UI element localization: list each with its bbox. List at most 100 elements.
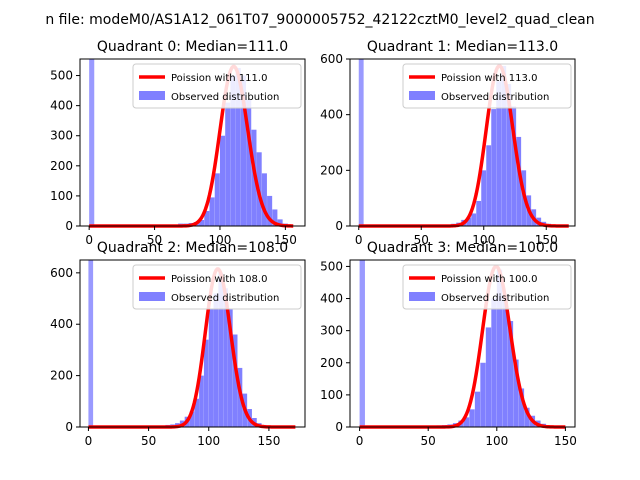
legend-bar-swatch <box>409 91 435 100</box>
histogram-bar <box>208 308 214 427</box>
legend-label-poisson: Poission with 108.0 <box>171 274 267 285</box>
y-tick-label: 100 <box>320 388 343 402</box>
histogram-bar <box>463 417 470 427</box>
histogram-bar <box>358 59 364 226</box>
histogram-bar <box>359 260 365 427</box>
histogram-bar <box>199 219 205 226</box>
y-tick-label: 300 <box>320 324 343 338</box>
legend-box <box>132 63 302 109</box>
y-tick-label: 300 <box>50 129 73 143</box>
y-tick-label: 0 <box>335 420 343 434</box>
x-tick-label: 0 <box>85 434 93 448</box>
x-tick-label: 100 <box>197 434 220 448</box>
legend-label-observed: Observed distribution <box>171 92 279 103</box>
y-tick-label: 200 <box>50 159 73 173</box>
panel-title: Quadrant 1: Median=113.0 <box>367 39 558 55</box>
x-tick-label: 100 <box>485 434 508 448</box>
legend-label-observed: Observed distribution <box>441 92 549 103</box>
histogram-bar <box>203 339 209 427</box>
histogram-bar <box>491 109 497 226</box>
histogram-bar <box>235 68 241 226</box>
x-tick-label: 0 <box>355 233 363 247</box>
histogram-bar <box>199 375 204 427</box>
histogram-bar <box>507 321 514 427</box>
y-tick-label: 200 <box>50 369 73 383</box>
panel-quadrant-3: Quadrant 3: Median=100.0 0 50 100 150 0 100 200… <box>320 240 577 448</box>
x-tick-label: 150 <box>274 233 297 247</box>
histogram-bar <box>214 173 220 226</box>
histogram-bar <box>496 269 503 427</box>
legend-bar-swatch <box>139 292 165 301</box>
histogram-bar <box>204 210 210 226</box>
histogram-bar <box>209 197 215 226</box>
histogram-bar <box>480 362 486 427</box>
histogram-bar <box>89 59 95 226</box>
histogram-bar <box>189 411 195 427</box>
panel-quadrant-2: Quadrant 2: Median=108.0 0 50 100 150 0 200 400… <box>50 240 306 448</box>
legend-label-poisson: Poission with 100.0 <box>441 274 537 285</box>
y-tick-label: 100 <box>50 189 73 203</box>
histogram-bar <box>272 209 278 226</box>
legend-label-observed: Observed distribution <box>441 293 549 304</box>
histogram-bar <box>518 388 525 427</box>
histogram-bar <box>502 295 508 427</box>
histogram-bar <box>227 308 233 427</box>
histogram-bar <box>261 173 267 226</box>
histogram-bar <box>267 195 273 226</box>
x-tick-label: 150 <box>257 434 280 448</box>
panel-quadrant-1: Quadrant 1: Median=113.0 0 50 100 150 0 200 400… <box>320 39 576 247</box>
y-tick-label: 0 <box>65 420 73 434</box>
histogram-bar <box>485 327 492 427</box>
histogram-bar <box>513 359 519 427</box>
histogram-bar <box>194 398 199 427</box>
y-tick-label: 500 <box>50 69 73 83</box>
histogram-bar <box>506 84 512 226</box>
y-tick-label: 600 <box>320 52 343 66</box>
histogram-bar <box>491 298 497 427</box>
panel-quadrant-0: Quadrant 0: Median=111.0 0 50 100 150 0 100 200… <box>50 39 306 247</box>
legend: Poission with 108.0 Observed distribution <box>132 264 302 310</box>
legend-bar-swatch <box>139 91 165 100</box>
panel-title: Quadrant 0: Median=111.0 <box>97 39 288 55</box>
legend-box <box>132 264 302 310</box>
x-tick-label: 100 <box>209 233 232 247</box>
x-tick-label: 50 <box>147 233 162 247</box>
y-tick-label: 0 <box>65 219 73 233</box>
histogram-bar <box>213 293 219 427</box>
x-tick-label: 50 <box>141 434 156 448</box>
histogram-bar <box>474 391 481 427</box>
y-tick-label: 200 <box>320 356 343 370</box>
legend-label-poisson: Poission with 113.0 <box>441 73 537 84</box>
histogram-bar <box>501 65 507 226</box>
legend: Poission with 100.0 Observed distribution <box>402 264 572 310</box>
histogram-bar <box>232 334 238 427</box>
x-tick-label: 0 <box>356 434 364 448</box>
legend-box <box>402 63 572 109</box>
histogram-bar <box>230 75 236 226</box>
axes-frame <box>349 58 576 227</box>
histogram-bar <box>218 272 224 427</box>
histogram-bar <box>471 213 477 226</box>
y-tick-label: 400 <box>320 292 343 306</box>
legend: Poission with 113.0 Observed distribution <box>402 63 572 109</box>
y-tick-label: 600 <box>50 266 73 280</box>
legend-label-observed: Observed distribution <box>171 293 279 304</box>
histogram-bar <box>240 75 247 226</box>
histogram-bar <box>496 81 502 227</box>
legend-bar-swatch <box>409 292 435 301</box>
histogram-bar <box>476 200 482 226</box>
histogram-bar <box>469 409 475 427</box>
histogram-bar <box>524 407 530 427</box>
x-tick-label: 100 <box>472 233 495 247</box>
y-tick-label: 0 <box>335 219 343 233</box>
histogram-bar <box>511 106 517 226</box>
axes-frame <box>79 58 306 227</box>
histogram-bar <box>277 219 283 226</box>
histogram-bar <box>516 136 522 226</box>
y-tick-label: 400 <box>50 317 73 331</box>
axes-frame <box>79 259 306 428</box>
y-tick-label: 400 <box>320 108 343 122</box>
y-tick-label: 200 <box>320 163 343 177</box>
histogram-bar <box>246 99 252 226</box>
